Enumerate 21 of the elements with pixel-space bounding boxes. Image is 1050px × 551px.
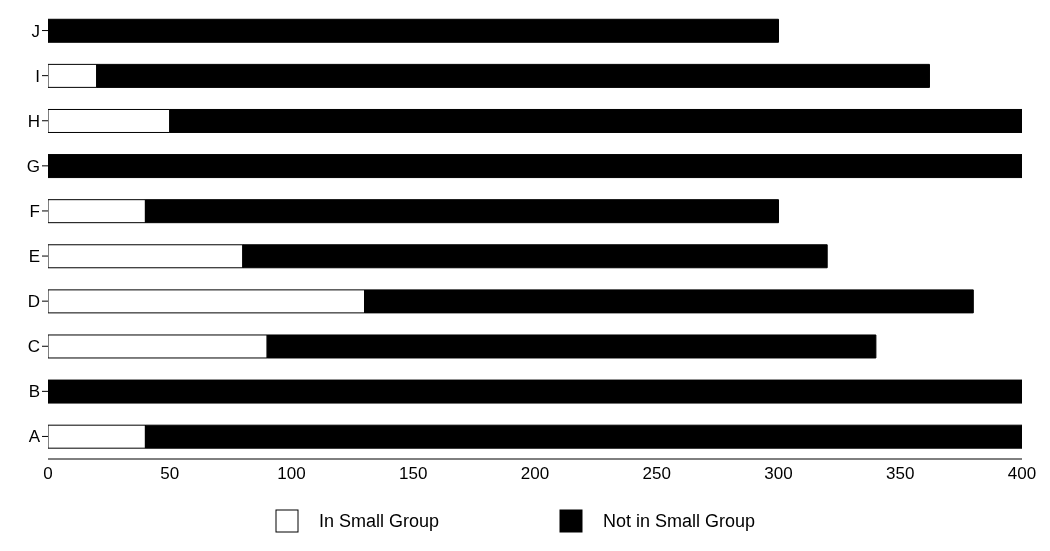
x-tick-label: 150 xyxy=(399,464,428,484)
x-tick-label: 300 xyxy=(764,464,793,484)
legend-label: Not in Small Group xyxy=(603,510,756,532)
y-tick-label: A xyxy=(28,427,41,447)
x-tick-label: 100 xyxy=(277,464,306,484)
y-tick-label: H xyxy=(27,111,40,131)
x-tick-label: 400 xyxy=(1007,464,1037,484)
y-tick-label: J xyxy=(31,21,40,41)
y-tick-label: F xyxy=(29,201,40,221)
y-tick-label: C xyxy=(27,337,40,357)
y-tick-label: B xyxy=(28,382,40,402)
x-tick-label: 250 xyxy=(642,464,671,484)
legend-label: In Small Group xyxy=(318,510,439,532)
x-tick-label: 350 xyxy=(886,464,915,484)
x-tick-label: 0 xyxy=(43,464,53,484)
y-tick-label: I xyxy=(35,66,40,86)
y-tick-label: D xyxy=(27,292,40,312)
y-tick-label: G xyxy=(26,156,40,176)
y-tick-label: E xyxy=(28,247,40,267)
x-tick-label: 50 xyxy=(160,464,180,484)
x-tick-label: 200 xyxy=(520,464,550,484)
